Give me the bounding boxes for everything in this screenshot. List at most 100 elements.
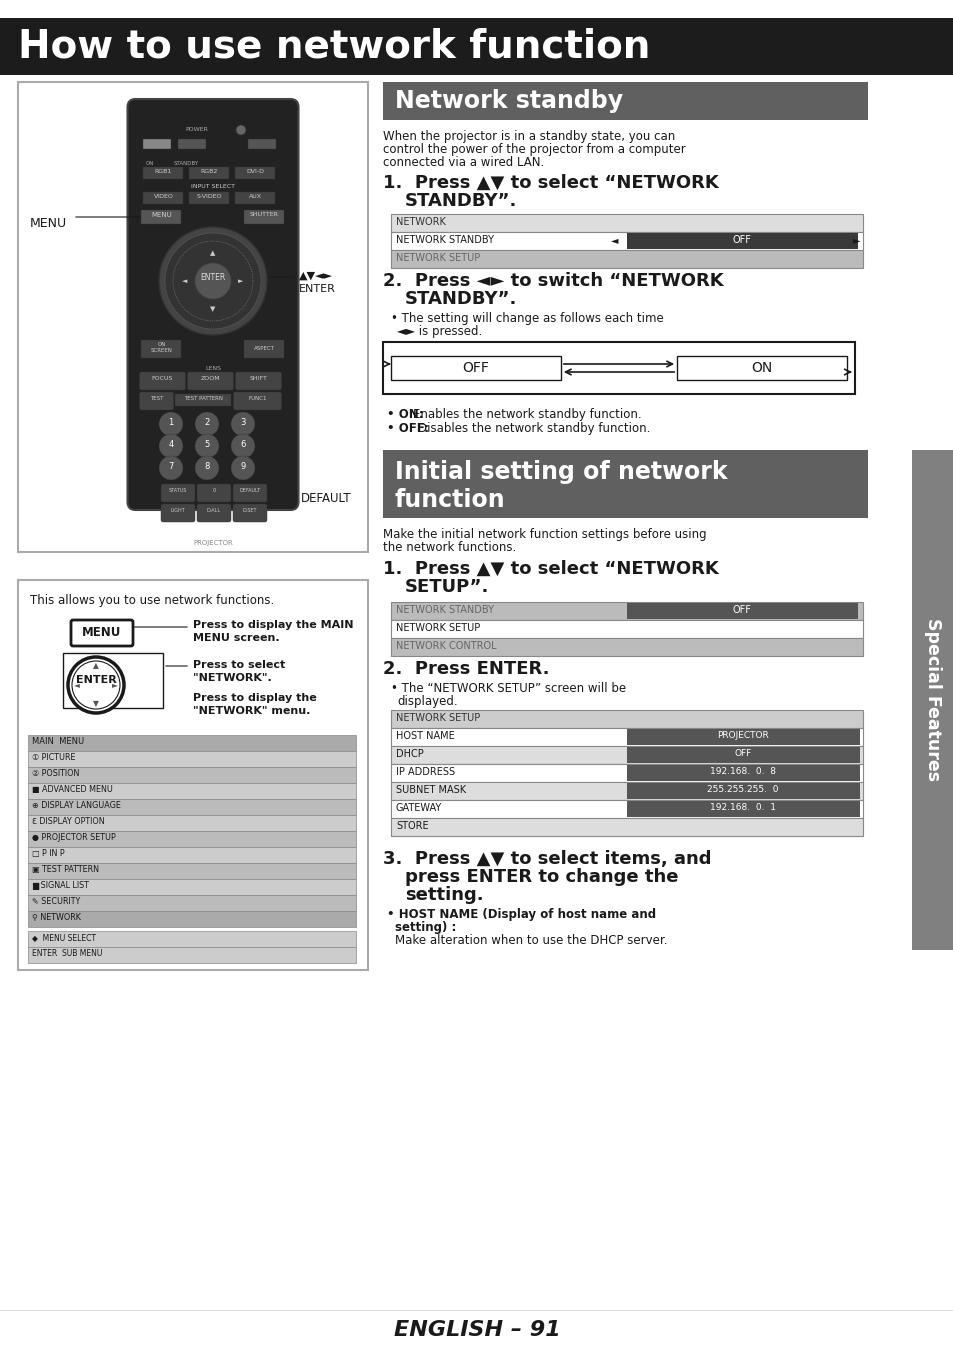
Text: PROJECTOR: PROJECTOR — [193, 540, 233, 545]
Bar — [235, 167, 275, 180]
Text: ✎ SECURITY: ✎ SECURITY — [32, 896, 80, 906]
Text: ENTER: ENTER — [200, 274, 226, 282]
Bar — [28, 734, 355, 751]
Text: 7: 7 — [168, 462, 173, 471]
Text: ■ ADVANCED MENU: ■ ADVANCED MENU — [32, 784, 112, 794]
Text: Press to display the MAIN: Press to display the MAIN — [193, 620, 354, 630]
Bar — [248, 139, 276, 148]
Text: control the power of the projector from a computer: control the power of the projector from … — [382, 143, 685, 157]
Text: NETWORK: NETWORK — [395, 217, 445, 227]
Text: RGB2: RGB2 — [200, 169, 218, 174]
Text: ▼: ▼ — [210, 306, 215, 312]
Bar — [391, 747, 862, 764]
Text: HOST NAME: HOST NAME — [395, 730, 455, 741]
Text: SUBNET MASK: SUBNET MASK — [395, 784, 466, 795]
Text: ►: ► — [852, 235, 860, 244]
Text: VIDEO: VIDEO — [153, 194, 173, 198]
Bar — [28, 751, 355, 767]
Text: • The setting will change as follows each time: • The setting will change as follows eac… — [391, 312, 663, 325]
FancyBboxPatch shape — [128, 99, 298, 510]
Text: STORE: STORE — [395, 821, 428, 832]
Text: STANDBY”.: STANDBY”. — [405, 290, 517, 308]
Circle shape — [194, 433, 219, 458]
Text: TEST PATTERN: TEST PATTERN — [184, 396, 223, 401]
Text: ◄► is pressed.: ◄► is pressed. — [396, 325, 482, 338]
Text: MAIN  MENU: MAIN MENU — [32, 737, 84, 747]
Text: 2.  Press ENTER.: 2. Press ENTER. — [382, 660, 549, 678]
Text: MENU screen.: MENU screen. — [193, 633, 279, 643]
Bar — [626, 801, 859, 817]
Bar — [175, 394, 232, 406]
Bar — [28, 863, 355, 879]
Text: ◄: ◄ — [74, 680, 80, 690]
Text: Special Features: Special Features — [923, 618, 941, 782]
Text: 2: 2 — [204, 418, 210, 427]
Circle shape — [231, 433, 254, 458]
Text: NETWORK STANDBY: NETWORK STANDBY — [395, 605, 494, 616]
Text: D.SET: D.SET — [242, 508, 257, 513]
Text: ENGLISH – 91: ENGLISH – 91 — [394, 1320, 559, 1341]
Text: Network standby: Network standby — [395, 89, 622, 113]
Text: Press to display the: Press to display the — [193, 693, 316, 703]
Bar — [18, 580, 368, 971]
Bar — [391, 801, 862, 818]
Text: ON: ON — [751, 360, 772, 375]
Text: 2.  Press ◄► to switch “NETWORK: 2. Press ◄► to switch “NETWORK — [382, 271, 723, 290]
Text: ⊕ DISPLAY LANGUAGE: ⊕ DISPLAY LANGUAGE — [32, 801, 121, 810]
Bar — [141, 340, 181, 358]
Text: ▲▼◄►: ▲▼◄► — [298, 271, 333, 281]
Text: 255.255.255.  0: 255.255.255. 0 — [706, 784, 778, 794]
Text: LIGHT: LIGHT — [171, 508, 185, 513]
Text: ① PICTURE: ① PICTURE — [32, 753, 75, 761]
Text: PROJECTOR: PROJECTOR — [717, 730, 768, 740]
Text: ◄: ◄ — [611, 235, 618, 244]
Text: This allows you to use network functions.: This allows you to use network functions… — [30, 594, 274, 608]
Text: NETWORK STANDBY: NETWORK STANDBY — [395, 235, 494, 244]
Text: ENTER: ENTER — [75, 675, 116, 684]
Circle shape — [159, 456, 183, 481]
Circle shape — [159, 412, 183, 436]
Text: AUX: AUX — [249, 194, 262, 198]
Text: ● PROJECTOR SETUP: ● PROJECTOR SETUP — [32, 833, 115, 842]
Text: 8: 8 — [204, 462, 210, 471]
Text: DHCP: DHCP — [395, 749, 423, 759]
Text: ◄: ◄ — [182, 278, 188, 283]
Bar — [391, 602, 862, 620]
Text: DEFAULT: DEFAULT — [300, 491, 351, 505]
Bar — [28, 767, 355, 783]
Circle shape — [165, 234, 261, 329]
Text: 3: 3 — [240, 418, 246, 427]
Bar — [28, 946, 355, 963]
Text: ENTER  SUB MENU: ENTER SUB MENU — [32, 949, 102, 958]
Bar — [141, 211, 181, 224]
Text: 5: 5 — [204, 440, 210, 450]
Text: function: function — [395, 487, 505, 512]
Text: OFF: OFF — [734, 749, 751, 757]
Circle shape — [231, 456, 254, 481]
Text: 1: 1 — [168, 418, 173, 427]
Text: ASPECT: ASPECT — [253, 346, 274, 351]
Bar — [391, 782, 862, 801]
Text: 192.168.  0.  1: 192.168. 0. 1 — [709, 803, 775, 811]
Text: the network functions.: the network functions. — [382, 541, 516, 554]
Text: ►: ► — [112, 680, 118, 690]
Bar — [391, 639, 862, 656]
Text: 6: 6 — [240, 440, 246, 450]
Text: How to use network function: How to use network function — [18, 27, 650, 66]
FancyBboxPatch shape — [196, 485, 231, 502]
Text: NETWORK CONTROL: NETWORK CONTROL — [395, 641, 497, 651]
Bar — [143, 139, 172, 148]
Text: OFF: OFF — [732, 605, 751, 616]
Text: 192.168.  0.  8: 192.168. 0. 8 — [709, 767, 775, 776]
Bar — [626, 603, 857, 620]
Bar — [382, 82, 867, 120]
Text: STATUS: STATUS — [169, 487, 187, 493]
Bar — [391, 356, 560, 379]
Bar — [0, 18, 953, 76]
Bar — [391, 728, 862, 747]
Text: Make alteration when to use the DHCP server.: Make alteration when to use the DHCP ser… — [395, 934, 667, 946]
Text: When the projector is in a standby state, you can: When the projector is in a standby state… — [382, 130, 675, 143]
Circle shape — [194, 263, 231, 298]
Bar — [626, 747, 859, 763]
Text: Press to select: Press to select — [193, 660, 285, 670]
